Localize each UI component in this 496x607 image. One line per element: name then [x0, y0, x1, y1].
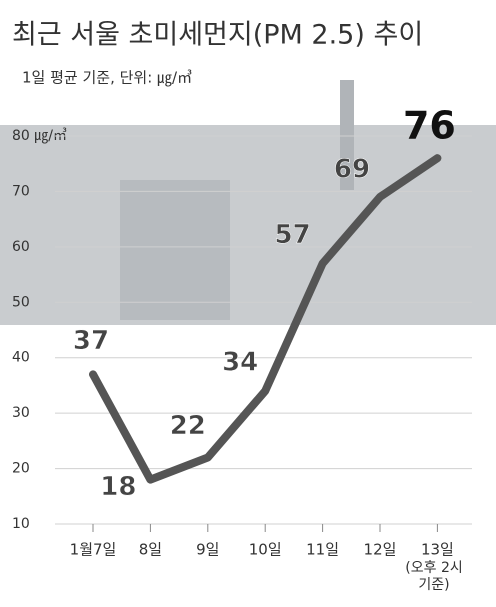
x-tick-label: 10일 — [249, 541, 282, 559]
y-tick-label: 10 — [12, 516, 30, 532]
annotation: (오후 2시 기준) — [405, 560, 463, 593]
value-label: 34 — [222, 347, 258, 377]
y-tick-label: 70 — [12, 183, 30, 199]
value-label: 57 — [275, 220, 311, 250]
data-line — [89, 154, 442, 484]
y-tick-label: 80 ㎍/㎥ — [12, 128, 67, 144]
value-label: 69 — [334, 154, 370, 184]
x-tick-label: 1월7일 — [70, 541, 117, 559]
chart-subtitle: 1일 평균 기준, 단위: ㎍/㎥ — [22, 69, 192, 87]
value-label: 18 — [100, 472, 136, 502]
background-photo — [0, 125, 496, 325]
building-shape — [120, 180, 230, 320]
y-tick-label: 20 — [12, 461, 30, 477]
x-tick-label: 8일 — [139, 541, 162, 559]
x-tick-label: 11일 — [306, 541, 339, 559]
value-label: 76 — [403, 104, 456, 148]
tower-shape — [340, 80, 354, 190]
y-tick-label: 60 — [12, 239, 30, 255]
value-label: 22 — [170, 411, 206, 441]
value-label: 37 — [73, 326, 109, 356]
chart-title: 최근 서울 초미세먼지(PM 2.5) 추이 — [12, 20, 423, 51]
y-tick-label: 50 — [12, 294, 30, 310]
y-tick-label: 30 — [12, 405, 30, 421]
x-tick-label: 13일 — [421, 541, 454, 559]
y-tick-label: 40 — [12, 350, 30, 366]
x-tick-label: 9일 — [196, 541, 219, 559]
x-tick-label: 12일 — [364, 541, 397, 559]
